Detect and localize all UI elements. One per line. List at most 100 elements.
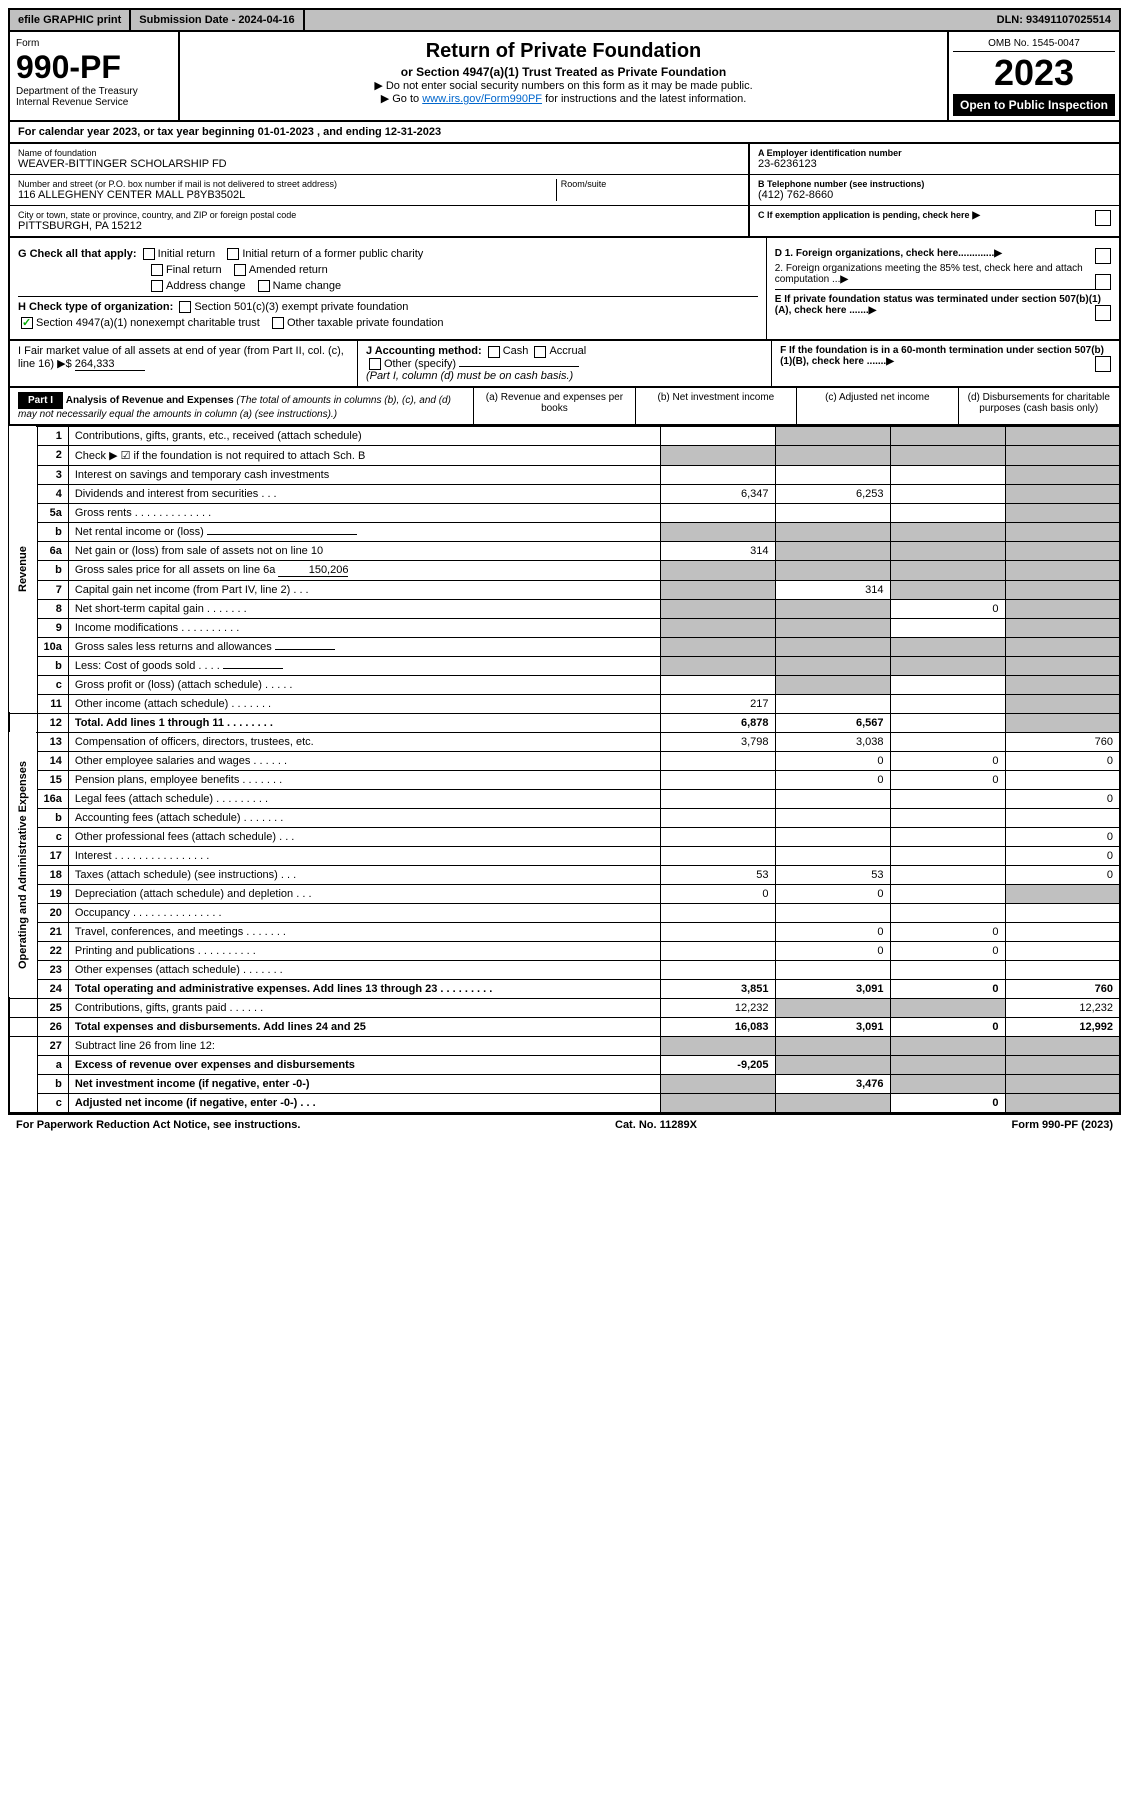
expenses-side-label: Operating and Administrative Expenses	[9, 732, 37, 998]
j-label: J Accounting method:	[366, 345, 482, 357]
row-26: Total expenses and disbursements. Add li…	[68, 1017, 660, 1036]
row-4: Dividends and interest from securities .…	[68, 484, 660, 503]
footer-right: Form 990-PF (2023)	[1012, 1119, 1113, 1131]
row-13: Compensation of officers, directors, tru…	[68, 732, 660, 751]
j-note: (Part I, column (d) must be on cash basi…	[366, 370, 573, 382]
row-10c: Gross profit or (loss) (attach schedule)…	[68, 675, 660, 694]
dln-label: DLN: 93491107025514	[305, 10, 1119, 30]
check-initial[interactable]	[143, 248, 155, 260]
check-f[interactable]	[1095, 356, 1111, 372]
row-20: Occupancy . . . . . . . . . . . . . . .	[68, 903, 660, 922]
part1-header-row: Part I Analysis of Revenue and Expenses …	[8, 388, 1121, 426]
check-d1[interactable]	[1095, 248, 1111, 264]
form-subtitle: or Section 4947(a)(1) Trust Treated as P…	[186, 65, 941, 79]
top-bar: efile GRAPHIC print Submission Date - 20…	[8, 8, 1121, 32]
row-19: Depreciation (attach schedule) and deple…	[68, 884, 660, 903]
g-label: G Check all that apply:	[18, 248, 137, 260]
f-label: F If the foundation is in a 60-month ter…	[780, 345, 1104, 367]
checks-block: G Check all that apply: Initial return I…	[8, 238, 1121, 341]
i-label: I Fair market value of all assets at end…	[18, 345, 344, 370]
row-18: Taxes (attach schedule) (see instruction…	[68, 865, 660, 884]
check-other[interactable]	[369, 358, 381, 370]
row-1: Contributions, gifts, grants, etc., rece…	[68, 426, 660, 445]
hj-block: I Fair market value of all assets at end…	[8, 341, 1121, 387]
addr-label: Number and street (or P.O. box number if…	[18, 179, 556, 189]
check-c[interactable]	[1095, 210, 1111, 226]
form-word: Form	[16, 38, 172, 49]
city-label: City or town, state or province, country…	[18, 210, 740, 220]
check-amended[interactable]	[234, 264, 246, 276]
check-e[interactable]	[1095, 305, 1111, 321]
foundation-name: WEAVER-BITTINGER SCHOLARSHIP FD	[18, 158, 740, 170]
d2-label: 2. Foreign organizations meeting the 85%…	[775, 263, 1083, 285]
phone-val: (412) 762-8660	[758, 189, 1111, 201]
row-27: Subtract line 26 from line 12:	[68, 1036, 660, 1055]
part1-title: Analysis of Revenue and Expenses	[66, 395, 234, 406]
omb-label: OMB No. 1545-0047	[953, 36, 1115, 52]
row-3: Interest on savings and temporary cash i…	[68, 465, 660, 484]
row-5a: Gross rents . . . . . . . . . . . . .	[68, 503, 660, 522]
note-link: ▶ Go to www.irs.gov/Form990PF for instru…	[186, 92, 941, 105]
row-12: Total. Add lines 1 through 11 . . . . . …	[68, 713, 660, 732]
footer-left: For Paperwork Reduction Act Notice, see …	[16, 1119, 300, 1131]
row-27b: Net investment income (if negative, ente…	[68, 1074, 660, 1093]
check-501c3[interactable]	[179, 301, 191, 313]
check-d2[interactable]	[1095, 274, 1111, 290]
form-header: Form 990-PF Department of the Treasury I…	[8, 32, 1121, 122]
phone-label: B Telephone number (see instructions)	[758, 179, 1111, 189]
footer-mid: Cat. No. 11289X	[615, 1119, 697, 1131]
check-accrual[interactable]	[534, 346, 546, 358]
check-4947[interactable]	[21, 317, 33, 329]
row-7: Capital gain net income (from Part IV, l…	[68, 580, 660, 599]
check-other-tax[interactable]	[272, 317, 284, 329]
col-b-header: (b) Net investment income	[635, 388, 796, 424]
efile-label[interactable]: efile GRAPHIC print	[10, 10, 131, 30]
row-8: Net short-term capital gain . . . . . . …	[68, 599, 660, 618]
room-label: Room/suite	[561, 179, 740, 189]
name-label: Name of foundation	[18, 148, 740, 158]
col-c-header: (c) Adjusted net income	[796, 388, 957, 424]
row-24: Total operating and administrative expen…	[68, 979, 660, 998]
main-table: Revenue 1 Contributions, gifts, grants, …	[8, 426, 1121, 1114]
row-17: Interest . . . . . . . . . . . . . . . .	[68, 846, 660, 865]
row-2: Check ▶ ☑ if the foundation is not requi…	[68, 445, 660, 465]
h-label: H Check type of organization:	[18, 301, 173, 313]
entity-info: Name of foundation WEAVER-BITTINGER SCHO…	[8, 144, 1121, 238]
row-6b: Gross sales price for all assets on line…	[68, 560, 660, 580]
row-14: Other employee salaries and wages . . . …	[68, 751, 660, 770]
irs-link[interactable]: www.irs.gov/Form990PF	[422, 93, 542, 105]
footer: For Paperwork Reduction Act Notice, see …	[8, 1114, 1121, 1135]
ein-label: A Employer identification number	[758, 148, 1111, 158]
calendar-year-line: For calendar year 2023, or tax year begi…	[8, 122, 1121, 144]
submission-date: Submission Date - 2024-04-16	[131, 10, 304, 30]
row-10a: Gross sales less returns and allowances	[68, 637, 660, 656]
row-25: Contributions, gifts, grants paid . . . …	[68, 998, 660, 1017]
row-15: Pension plans, employee benefits . . . .…	[68, 770, 660, 789]
check-initial-public[interactable]	[227, 248, 239, 260]
col-d-header: (d) Disbursements for charitable purpose…	[958, 388, 1119, 424]
open-inspection: Open to Public Inspection	[953, 94, 1115, 116]
address: 116 ALLEGHENY CENTER MALL P8YB3502L	[18, 189, 556, 201]
e-label: E If private foundation status was termi…	[775, 294, 1101, 316]
check-address[interactable]	[151, 280, 163, 292]
row-6a: Net gain or (loss) from sale of assets n…	[68, 541, 660, 560]
check-cash[interactable]	[488, 346, 500, 358]
form-name: 990-PF	[16, 49, 172, 86]
revenue-side-label: Revenue	[9, 426, 37, 713]
col-a-header: (a) Revenue and expenses per books	[473, 388, 634, 424]
ein-val: 23-6236123	[758, 158, 1111, 170]
row-5b: Net rental income or (loss)	[68, 522, 660, 541]
row-16c: Other professional fees (attach schedule…	[68, 827, 660, 846]
check-name[interactable]	[258, 280, 270, 292]
d1-label: D 1. Foreign organizations, check here..…	[775, 248, 995, 259]
exemption-label: C If exemption application is pending, c…	[758, 210, 970, 220]
i-value: 264,333	[75, 358, 145, 371]
row-16a: Legal fees (attach schedule) . . . . . .…	[68, 789, 660, 808]
row-27c: Adjusted net income (if negative, enter …	[68, 1093, 660, 1113]
irs-line: Internal Revenue Service	[16, 97, 172, 108]
row-22: Printing and publications . . . . . . . …	[68, 941, 660, 960]
row-23: Other expenses (attach schedule) . . . .…	[68, 960, 660, 979]
row-10b: Less: Cost of goods sold . . . .	[68, 656, 660, 675]
check-final[interactable]	[151, 264, 163, 276]
note-ssn: ▶ Do not enter social security numbers o…	[186, 79, 941, 92]
